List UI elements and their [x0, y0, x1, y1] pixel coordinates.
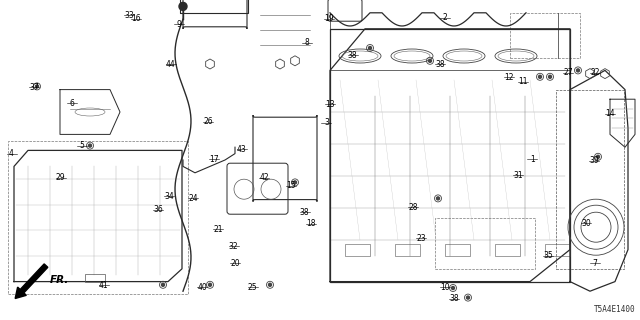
Text: 28: 28	[408, 203, 417, 212]
FancyArrow shape	[15, 264, 48, 299]
Circle shape	[269, 283, 271, 286]
Circle shape	[577, 69, 579, 72]
Circle shape	[294, 181, 296, 184]
Bar	[330, 29, 570, 282]
Bar	[495, 244, 520, 256]
Circle shape	[179, 3, 187, 11]
Circle shape	[35, 85, 38, 88]
Text: 15: 15	[285, 181, 296, 190]
Circle shape	[369, 46, 371, 50]
Text: 23: 23	[416, 234, 426, 243]
Text: 13: 13	[325, 100, 335, 108]
Text: 14: 14	[605, 109, 615, 118]
Bar	[345, 244, 370, 256]
Text: 36: 36	[153, 205, 163, 214]
Circle shape	[467, 296, 470, 299]
Text: 44: 44	[166, 60, 176, 68]
Text: 8: 8	[305, 38, 310, 47]
Text: 38: 38	[300, 208, 310, 217]
Text: 21: 21	[214, 225, 223, 234]
Bar	[510, 13, 580, 58]
Circle shape	[88, 144, 92, 147]
Text: T5A4E1400: T5A4E1400	[593, 305, 635, 314]
Circle shape	[548, 75, 552, 78]
Text: 33: 33	[124, 11, 134, 20]
Bar	[8, 141, 188, 294]
Text: 10: 10	[440, 283, 450, 292]
Text: 27: 27	[563, 68, 573, 77]
Circle shape	[451, 286, 454, 290]
Text: 2: 2	[442, 13, 447, 22]
Text: 41: 41	[99, 281, 109, 290]
Text: 22: 22	[591, 68, 600, 77]
Bar	[545, 244, 570, 256]
Text: 43: 43	[237, 145, 247, 154]
Text: 3: 3	[324, 118, 329, 127]
Circle shape	[161, 283, 164, 286]
Text: 4: 4	[9, 149, 14, 158]
Text: 40: 40	[197, 283, 207, 292]
Text: 9: 9	[177, 20, 182, 28]
Text: 35: 35	[543, 252, 553, 260]
Text: 38: 38	[435, 60, 445, 68]
Text: 32: 32	[228, 242, 239, 251]
Text: 7: 7	[593, 259, 598, 268]
Text: 34: 34	[164, 192, 174, 201]
Circle shape	[429, 59, 431, 62]
Bar	[395, 244, 420, 256]
Text: 31: 31	[513, 171, 524, 180]
Text: 20: 20	[230, 259, 240, 268]
Text: FR.: FR.	[50, 275, 69, 285]
Bar	[435, 218, 535, 269]
Text: 24: 24	[188, 194, 198, 203]
Text: 38: 38	[449, 294, 460, 303]
Bar	[85, 274, 105, 282]
Text: 30: 30	[581, 219, 591, 228]
Text: 39: 39	[589, 156, 599, 165]
Bar	[556, 90, 624, 269]
Circle shape	[596, 155, 600, 158]
Circle shape	[538, 75, 541, 78]
Text: 16: 16	[131, 14, 141, 23]
Bar	[180, 0, 248, 13]
Text: 19: 19	[324, 14, 334, 23]
Text: 25: 25	[248, 283, 258, 292]
Text: 38: 38	[348, 51, 358, 60]
Text: 26: 26	[203, 117, 213, 126]
Text: 1: 1	[530, 155, 535, 164]
Text: 42: 42	[259, 173, 269, 182]
Text: 29: 29	[56, 173, 66, 182]
Text: 18: 18	[307, 220, 316, 228]
Text: 17: 17	[209, 155, 220, 164]
Circle shape	[209, 283, 211, 286]
Text: 5: 5	[79, 141, 84, 150]
Text: 11: 11	[518, 77, 527, 86]
Text: 12: 12	[504, 73, 513, 82]
Text: 6: 6	[69, 99, 74, 108]
Bar	[445, 244, 470, 256]
Text: 37: 37	[29, 83, 39, 92]
Circle shape	[436, 197, 440, 200]
